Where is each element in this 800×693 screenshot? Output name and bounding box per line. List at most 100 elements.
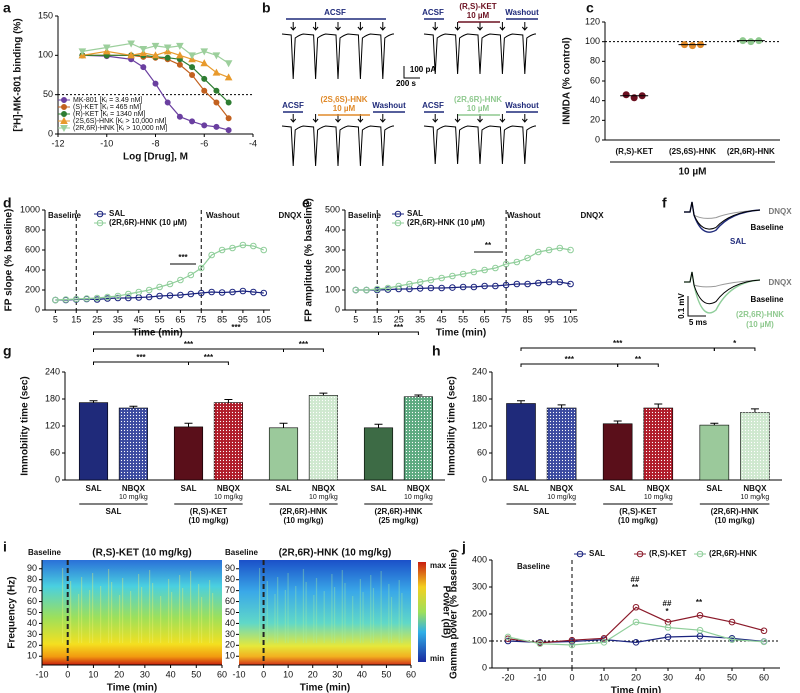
- spectrogram-streak: [370, 575, 372, 643]
- legend-label: SAL: [407, 209, 423, 218]
- marker: [201, 122, 208, 129]
- y-tick-label: 20: [27, 640, 37, 650]
- x-tick-label: 85: [217, 314, 227, 324]
- significance-label: ***: [204, 353, 214, 362]
- legend-label: (2R,6R)-HNK (10 µM): [109, 218, 187, 227]
- spectrogram-streak: [359, 579, 361, 643]
- annotation: **: [696, 598, 703, 607]
- marker: [208, 288, 215, 296]
- y-tick-label: 300: [325, 244, 340, 254]
- spectrogram-streak: [179, 575, 181, 643]
- trace: [684, 201, 761, 230]
- x-tick-label: 65: [480, 314, 490, 324]
- y-tick-label: 50: [43, 89, 53, 99]
- error-bar: [517, 400, 525, 404]
- trace-label: ACSF: [422, 8, 444, 17]
- x-tick-label: 0: [261, 669, 266, 679]
- x-tick-label: 95: [238, 314, 248, 324]
- marker: [427, 276, 435, 284]
- marker: [728, 636, 736, 643]
- stim-arrow: [432, 22, 439, 31]
- marker: [61, 111, 67, 117]
- marker: [189, 118, 196, 125]
- marker: [212, 68, 221, 76]
- bar-pattern: [740, 412, 770, 480]
- y-tick-label: 60: [27, 596, 37, 606]
- marker: [502, 281, 510, 289]
- marker: [664, 624, 672, 631]
- y-tick-label: 200: [25, 284, 40, 294]
- bar: [602, 423, 633, 481]
- legend-label: (2R,6R)-HNK [Kᵢ > 10,000 nM]: [73, 125, 167, 132]
- y-tick-label: 40: [590, 95, 600, 105]
- significance-label: **: [635, 355, 642, 364]
- marker: [438, 284, 445, 292]
- spectrogram-streak: [372, 588, 375, 643]
- marker: [72, 295, 80, 303]
- spectrogram-streak: [89, 590, 91, 643]
- marker: [96, 219, 104, 227]
- point: [747, 38, 755, 46]
- stim-arrow: [521, 22, 528, 31]
- x-tick-label: -20: [501, 672, 514, 682]
- marker: [373, 285, 381, 293]
- x-tick-label: -10: [35, 669, 48, 679]
- marker: [200, 59, 209, 67]
- x-tick-label: SAL: [181, 484, 197, 493]
- annotation: Washout: [507, 211, 541, 220]
- spectrogram-streak: [284, 590, 286, 643]
- x-tick-label: (2S,6S)-HNK: [669, 147, 716, 156]
- trace-label: SAL: [730, 237, 746, 246]
- x-tick-label: -10: [232, 669, 245, 679]
- marker: [224, 60, 233, 68]
- y-axis-title: FP amplitude (% baseline): [304, 198, 315, 322]
- marker: [189, 64, 196, 71]
- marker: [213, 123, 220, 130]
- marker: [140, 64, 147, 71]
- x-tick-sublabel: 10 mg/kg: [644, 494, 673, 501]
- trace-label: Baseline: [751, 295, 784, 304]
- error-bar: [414, 394, 423, 397]
- y-tick-label: 70: [225, 585, 235, 595]
- y-tick-label: 90: [225, 563, 235, 573]
- marker: [225, 127, 232, 134]
- marker: [260, 289, 268, 297]
- annotation: **: [632, 583, 639, 592]
- y-tick-label: 70: [27, 585, 37, 595]
- trace-label: (2R,6R)-HNK: [454, 95, 502, 104]
- marker: [427, 284, 435, 292]
- y-tick-label: 600: [25, 244, 40, 254]
- marker: [524, 254, 531, 262]
- panel-letter: e: [302, 195, 310, 211]
- marker: [135, 288, 143, 296]
- spectrogram-streak: [100, 586, 102, 643]
- annotation: Baseline: [225, 548, 258, 557]
- colorbar-max: max: [430, 561, 447, 570]
- marker: [545, 278, 553, 286]
- annotation: Baseline: [48, 211, 81, 220]
- annotation: ##: [631, 575, 640, 584]
- annotation: ***: [178, 253, 188, 262]
- marker: [200, 48, 209, 56]
- y-tick-label: 40: [27, 618, 37, 628]
- stim-arrow: [432, 114, 439, 123]
- significance-bracket: [713, 347, 756, 351]
- spectrogram-streak: [152, 583, 154, 643]
- marker: [449, 272, 456, 280]
- x-tick-sublabel: 10 mg/kg: [309, 494, 338, 501]
- x-tick-label: NBQX: [407, 484, 431, 493]
- panel-letter: d: [3, 195, 12, 211]
- y-tick-label: 100: [38, 50, 53, 60]
- trace: [281, 33, 394, 80]
- series-line: [355, 247, 571, 291]
- marker: [151, 42, 160, 50]
- y-tick-label: 30: [225, 629, 235, 639]
- annotation: ##: [663, 599, 672, 608]
- x-tick-label: 20: [308, 669, 318, 679]
- legend-label: (2S,6S)-HNK [Kᵢ > 10,000 nM]: [73, 118, 167, 125]
- spectrogram-streak: [305, 582, 307, 643]
- stim-arrow: [499, 114, 506, 123]
- colorbar: [418, 562, 426, 662]
- x-tick-label: 60: [759, 672, 769, 682]
